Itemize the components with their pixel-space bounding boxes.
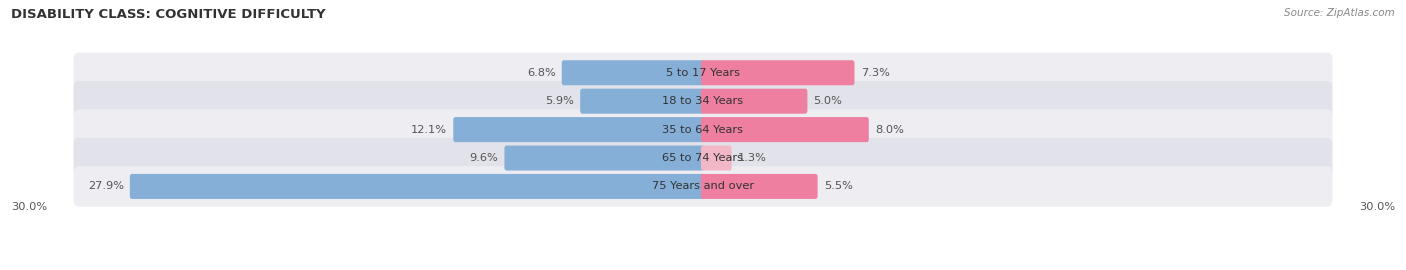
Text: 7.3%: 7.3%	[860, 68, 890, 78]
FancyBboxPatch shape	[73, 81, 1333, 121]
Text: 5.0%: 5.0%	[814, 96, 842, 106]
FancyBboxPatch shape	[73, 53, 1333, 93]
FancyBboxPatch shape	[129, 174, 704, 199]
FancyBboxPatch shape	[581, 89, 704, 114]
Text: 8.0%: 8.0%	[875, 124, 904, 135]
Text: 9.6%: 9.6%	[470, 153, 498, 163]
Text: 30.0%: 30.0%	[11, 202, 48, 212]
Text: 5.5%: 5.5%	[824, 181, 852, 191]
Text: 65 to 74 Years: 65 to 74 Years	[662, 153, 744, 163]
FancyBboxPatch shape	[702, 174, 818, 199]
FancyBboxPatch shape	[73, 138, 1333, 178]
FancyBboxPatch shape	[505, 146, 704, 171]
FancyBboxPatch shape	[702, 117, 869, 142]
FancyBboxPatch shape	[73, 166, 1333, 207]
FancyBboxPatch shape	[702, 89, 807, 114]
Text: 30.0%: 30.0%	[1358, 202, 1395, 212]
Text: 27.9%: 27.9%	[87, 181, 124, 191]
Text: 6.8%: 6.8%	[527, 68, 555, 78]
Text: 1.3%: 1.3%	[738, 153, 766, 163]
Text: 35 to 64 Years: 35 to 64 Years	[662, 124, 744, 135]
Text: 12.1%: 12.1%	[411, 124, 447, 135]
Legend: Male, Female: Male, Female	[641, 269, 765, 270]
FancyBboxPatch shape	[702, 60, 855, 85]
Text: 5 to 17 Years: 5 to 17 Years	[666, 68, 740, 78]
Text: DISABILITY CLASS: COGNITIVE DIFFICULTY: DISABILITY CLASS: COGNITIVE DIFFICULTY	[11, 8, 326, 21]
FancyBboxPatch shape	[73, 109, 1333, 150]
Text: 18 to 34 Years: 18 to 34 Years	[662, 96, 744, 106]
Text: 75 Years and over: 75 Years and over	[652, 181, 754, 191]
Text: Source: ZipAtlas.com: Source: ZipAtlas.com	[1284, 8, 1395, 18]
Text: 5.9%: 5.9%	[546, 96, 574, 106]
FancyBboxPatch shape	[702, 146, 731, 171]
FancyBboxPatch shape	[562, 60, 704, 85]
FancyBboxPatch shape	[453, 117, 704, 142]
